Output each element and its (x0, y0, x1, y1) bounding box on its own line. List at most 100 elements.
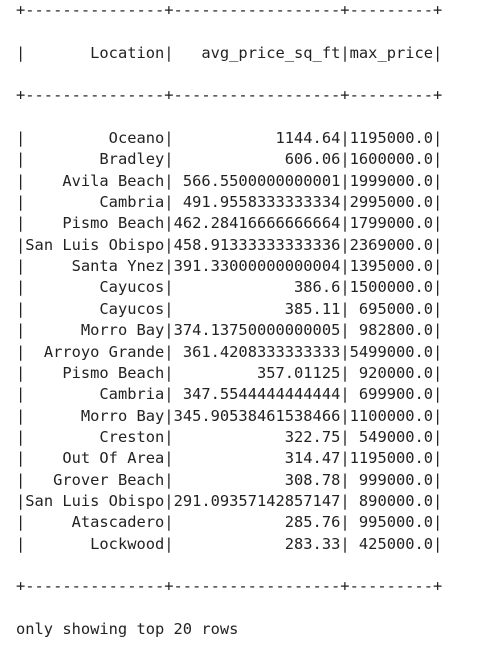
table-row: | Morro Bay|345.90538461538466|1100000.0… (16, 406, 442, 427)
table-body: | Oceano| 1144.64|1195000.0| | Bradley| 6… (16, 128, 442, 555)
table-row: | Bradley| 606.06|1600000.0| (16, 149, 442, 170)
table-cell-max-price: 2995000.0 (349, 193, 434, 212)
row-pipe-left: | (16, 449, 26, 468)
table-cell-max-price: 2369000.0 (349, 235, 434, 254)
table-cell-avg-price-sq-ft: 347.5544444444444 (173, 385, 341, 404)
row-pipe: | (164, 534, 174, 553)
table-row: | Cayucos| 386.6|1500000.0| (16, 277, 442, 298)
row-pipe-left: | (16, 193, 26, 212)
table-cell-max-price: 699900.0 (349, 385, 434, 404)
table-cell-max-price: 549000.0 (349, 427, 434, 446)
header-pipe-left: | (16, 43, 26, 62)
table-cell-location: Oceano (25, 129, 165, 148)
row-pipe-left: | (16, 427, 26, 446)
row-pipe: | (164, 470, 174, 489)
table-row: | Santa Ynez|391.33000000000004|1395000.… (16, 256, 442, 277)
table-cell-avg-price-sq-ft: 285.76 (173, 513, 341, 532)
row-pipe-left: | (16, 235, 26, 254)
row-pipe: | (340, 193, 350, 212)
header-pipe: | (164, 43, 174, 62)
row-pipe: | (340, 150, 350, 169)
table-border-top: +---------------+------------------+----… (16, 1, 443, 19)
table-row: |San Luis Obispo|291.09357142857147| 890… (16, 491, 442, 512)
console-output: +---------------+------------------+----… (16, 0, 442, 662)
row-pipe: | (340, 129, 350, 148)
row-pipe: | (164, 257, 174, 276)
row-pipe: | (433, 342, 443, 361)
table-cell-avg-price-sq-ft: 357.01125 (173, 363, 341, 382)
table-cell-location: Arroyo Grande (25, 342, 165, 361)
table-cell-avg-price-sq-ft: 314.47 (173, 449, 341, 468)
row-pipe-left: | (16, 342, 26, 361)
table-cell-avg-price-sq-ft: 283.33 (173, 534, 341, 553)
row-pipe: | (164, 449, 174, 468)
row-pipe-left: | (16, 257, 26, 276)
row-pipe: | (164, 342, 174, 361)
table-cell-avg-price-sq-ft: 361.4208333333333 (173, 342, 341, 361)
table-cell-location: Lockwood (25, 534, 165, 553)
table-row: |San Luis Obispo|458.91333333333336|2369… (16, 235, 442, 256)
row-pipe: | (164, 363, 174, 382)
header-pipe: | (340, 43, 350, 62)
row-pipe: | (340, 534, 350, 553)
table-cell-location: Morro Bay (25, 321, 165, 340)
table-cell-location: Creston (25, 427, 165, 446)
row-pipe: | (340, 363, 350, 382)
table-cell-location: San Luis Obispo (25, 491, 165, 510)
row-pipe-left: | (16, 363, 26, 382)
row-pipe: | (433, 491, 443, 510)
table-cell-max-price: 1195000.0 (349, 129, 434, 148)
table-header-row: | Location| avg_price_sq_ft|max_price| (16, 43, 442, 64)
table-cell-avg-price-sq-ft: 385.11 (173, 299, 341, 318)
row-pipe-left: | (16, 385, 26, 404)
row-pipe-left: | (16, 150, 26, 169)
table-cell-max-price: 1100000.0 (349, 406, 434, 425)
row-pipe-left: | (16, 299, 26, 318)
row-pipe: | (164, 427, 174, 446)
table-cell-location: Out Of Area (25, 449, 165, 468)
table-cell-max-price: 1395000.0 (349, 257, 434, 276)
header-cell-location: Location (25, 43, 165, 62)
row-pipe: | (164, 150, 174, 169)
table-cell-max-price: 1500000.0 (349, 278, 434, 297)
row-pipe: | (433, 129, 443, 148)
row-pipe-left: | (16, 129, 26, 148)
row-pipe-left: | (16, 321, 26, 340)
header-cell-avg-price-sq-ft: avg_price_sq_ft (173, 43, 341, 62)
header-cell-max-price: max_price (349, 43, 434, 62)
table-row: | Cambria| 491.9558333333334|2995000.0| (16, 192, 442, 213)
row-pipe: | (164, 214, 174, 233)
table-row: | Grover Beach| 308.78| 999000.0| (16, 470, 442, 491)
row-pipe: | (164, 406, 174, 425)
table-row: | Cambria| 347.5544444444444| 699900.0| (16, 384, 442, 405)
table-row: | Atascadero| 285.76| 995000.0| (16, 512, 442, 533)
row-pipe: | (433, 278, 443, 297)
table-cell-avg-price-sq-ft: 374.13750000000005 (173, 321, 341, 340)
row-pipe: | (433, 235, 443, 254)
table-cell-location: Pismo Beach (25, 363, 165, 382)
row-pipe-left: | (16, 534, 26, 553)
row-pipe: | (340, 299, 350, 318)
row-pipe: | (164, 129, 174, 148)
table-cell-max-price: 1799000.0 (349, 214, 434, 233)
row-pipe: | (340, 470, 350, 489)
table-row: | Morro Bay|374.13750000000005| 982800.0… (16, 320, 442, 341)
table-cell-avg-price-sq-ft: 606.06 (173, 150, 341, 169)
table-cell-max-price: 982800.0 (349, 321, 434, 340)
row-pipe: | (433, 363, 443, 382)
table-row: | Oceano| 1144.64|1195000.0| (16, 128, 442, 149)
row-pipe: | (433, 427, 443, 446)
row-pipe-left: | (16, 278, 26, 297)
row-pipe: | (340, 427, 350, 446)
row-pipe: | (433, 449, 443, 468)
row-pipe: | (340, 257, 350, 276)
row-pipe-left: | (16, 491, 26, 510)
table-row: | Creston| 322.75| 549000.0| (16, 427, 442, 448)
table-border-header: +---------------+------------------+----… (16, 86, 443, 105)
row-pipe-left: | (16, 406, 26, 425)
row-pipe: | (433, 150, 443, 169)
row-pipe: | (164, 321, 174, 340)
table-cell-max-price: 1195000.0 (349, 449, 434, 468)
row-pipe: | (433, 257, 443, 276)
table-cell-avg-price-sq-ft: 291.09357142857147 (173, 491, 341, 510)
